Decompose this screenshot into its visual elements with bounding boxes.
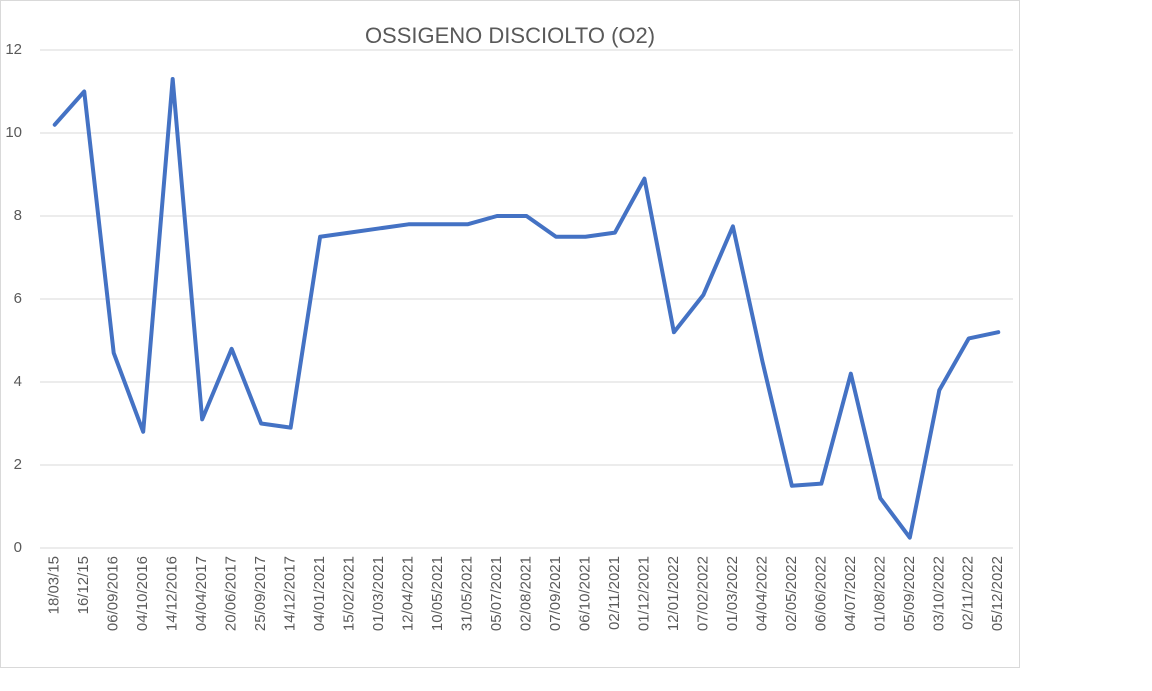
y-tick-label: 12: [5, 41, 22, 58]
x-tick-label: 05/09/2022: [901, 556, 918, 631]
x-tick-label: 04/10/2016: [134, 556, 151, 631]
x-tick-label: 20/06/2017: [223, 556, 240, 631]
x-tick-label: 31/05/2021: [458, 556, 475, 631]
x-tick-label: 15/02/2021: [341, 556, 358, 631]
x-tick-label: 04/07/2022: [842, 556, 859, 631]
x-tick-label: 10/05/2021: [429, 556, 446, 631]
x-tick-label: 06/09/2016: [105, 556, 122, 631]
y-tick-label: 8: [14, 207, 22, 224]
x-tick-label: 12/01/2022: [665, 556, 682, 631]
x-tick-label: 12/04/2021: [400, 556, 417, 631]
y-tick-label: 0: [14, 539, 22, 556]
x-tick-label: 05/12/2022: [989, 556, 1006, 631]
x-tick-label: 07/09/2021: [547, 556, 564, 631]
y-tick-label: 4: [14, 373, 22, 390]
y-tick-label: 2: [14, 456, 22, 473]
x-tick-label: 04/01/2021: [311, 556, 328, 631]
x-tick-label: 01/12/2021: [635, 556, 652, 631]
x-tick-label: 04/04/2022: [753, 556, 770, 631]
x-tick-label: 07/02/2022: [694, 556, 711, 631]
x-tick-label: 01/03/2021: [370, 556, 387, 631]
y-tick-label: 6: [14, 290, 22, 307]
data-line: [52, 77, 1001, 540]
x-tick-label: 02/08/2021: [517, 556, 534, 631]
x-tick-label: 01/03/2022: [724, 556, 741, 631]
x-tick-label: 02/11/2022: [960, 556, 977, 630]
x-tick-label: 18/03/15: [46, 556, 63, 614]
x-tick-label: 06/10/2021: [576, 556, 593, 631]
x-tick-label: 05/07/2021: [488, 556, 505, 631]
x-tick-label: 04/04/2017: [193, 556, 210, 631]
x-tick-label: 14/12/2016: [164, 556, 181, 631]
x-tick-label: 06/06/2022: [812, 556, 829, 631]
x-tick-label: 14/12/2017: [282, 556, 299, 631]
x-tick-label: 02/05/2022: [783, 556, 800, 631]
chart-title: OSSIGENO DISCIOLTO (O2): [365, 23, 655, 48]
x-tick-label: 25/09/2017: [252, 556, 269, 631]
x-tick-label: 16/12/15: [75, 556, 92, 614]
x-tick-label: 01/08/2022: [871, 556, 888, 631]
y-tick-label: 10: [5, 124, 22, 141]
x-tick-label: 02/11/2021: [606, 556, 623, 630]
x-tick-label: 03/10/2022: [930, 556, 947, 631]
